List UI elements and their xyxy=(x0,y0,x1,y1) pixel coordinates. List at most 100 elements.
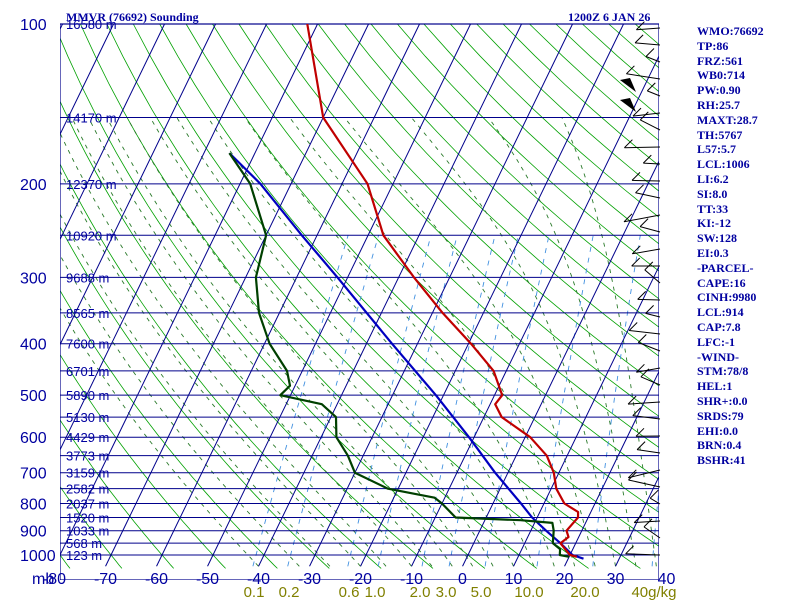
mixing-ratio-label: 2.0 xyxy=(410,584,431,600)
wind-barb-flag xyxy=(644,519,652,527)
mixing-ratio-label: 0.2 xyxy=(279,584,300,600)
index-item: L57:5.7 xyxy=(697,142,764,157)
height-label: 10920 m xyxy=(66,228,117,243)
isotherm-line xyxy=(361,24,624,566)
moist-adiabat-line xyxy=(15,118,330,567)
index-item: SHR+:0.0 xyxy=(697,394,764,409)
wind-barb-flag xyxy=(638,335,646,343)
wind-barb xyxy=(641,377,660,385)
dry-adiabat-line xyxy=(0,24,70,568)
dry-adiabat-line xyxy=(133,24,640,568)
wind-barb-flag xyxy=(626,546,634,554)
mixing-ratio-line xyxy=(652,235,690,566)
dry-adiabat-line xyxy=(0,24,226,568)
dry-adiabat-line xyxy=(0,24,277,568)
temperature-tick-label: -30 xyxy=(298,571,321,588)
pressure-tick-label: 1000 xyxy=(20,548,56,565)
height-label: 8565 m xyxy=(66,306,109,321)
isotherm-line xyxy=(0,24,63,566)
wind-barb xyxy=(640,120,660,130)
wind-barb xyxy=(637,450,660,453)
isotherm-line xyxy=(310,24,573,566)
index-item: CAP:7.8 xyxy=(697,320,764,335)
index-item: CAPE:16 xyxy=(697,276,764,291)
height-label: 9688 m xyxy=(66,270,109,285)
dry-adiabats xyxy=(0,24,800,568)
index-item: RH:25.7 xyxy=(697,98,764,113)
dry-adiabat-line xyxy=(54,24,485,568)
mixing-ratio-label: 10.0 xyxy=(514,584,543,600)
height-label: 123 m xyxy=(66,548,102,563)
index-item: FRZ:561 xyxy=(697,54,764,69)
height-label: 2582 m xyxy=(66,482,109,497)
wind-barb-flag xyxy=(646,305,654,313)
mixing-ratio-label: 40g/kg xyxy=(631,584,676,600)
index-item: SW:128 xyxy=(697,231,764,246)
skewt-chart: 100200300400500600700800900100016580 m14… xyxy=(0,0,800,600)
sounding-indices: WMO:76692 TP:86 FRZ:561 WB0:714 PW:0.90 RH:25… xyxy=(697,24,764,468)
pressure-tick-label: 800 xyxy=(20,497,47,514)
index-item: EHI:0.0 xyxy=(697,424,764,439)
index-item: SI:8.0 xyxy=(697,187,764,202)
moist-adiabat-line xyxy=(411,118,615,567)
isotherm-line xyxy=(412,24,675,566)
wind-barb-flag xyxy=(629,323,637,331)
height-label: 3159 m xyxy=(66,466,109,481)
pressure-tick-label: 500 xyxy=(20,388,47,405)
moist-adiabat-line xyxy=(208,118,534,567)
height-label: 14170 m xyxy=(66,111,117,126)
dry-adiabat-line xyxy=(1,24,381,568)
mixing-ratio-label: 20.0 xyxy=(570,584,599,600)
index-item: LCL:1006 xyxy=(697,157,764,172)
index-item: PW:0.90 xyxy=(697,83,764,98)
profiles xyxy=(229,24,583,559)
isotherm-line xyxy=(4,24,267,566)
wind-barb xyxy=(638,299,660,300)
temperature-tick-label: 30 xyxy=(607,571,625,588)
moist-adiabat-line xyxy=(562,118,656,567)
height-label: 2037 m xyxy=(66,497,109,512)
height-label: 4429 m xyxy=(66,430,109,445)
index-item: TP:86 xyxy=(697,39,764,54)
plot-frame xyxy=(60,24,659,580)
moist-adiabat-line xyxy=(150,118,493,567)
pressure-tick-label: 300 xyxy=(20,270,47,287)
index-item: LI:6.2 xyxy=(697,172,764,187)
index-item: BRN:0.4 xyxy=(697,438,764,453)
index-item: WMO:76692 xyxy=(697,24,764,39)
wind-barb-flag xyxy=(632,172,640,180)
index-item: TH:5767 xyxy=(697,128,764,143)
wind-barbs xyxy=(620,22,660,555)
wind-barb-flag xyxy=(640,219,648,227)
isotherm-line xyxy=(259,24,522,566)
index-item: SRDS:79 xyxy=(697,409,764,424)
wind-barb-flag xyxy=(634,515,642,523)
wind-barb xyxy=(647,91,660,96)
mixing-ratio-label: 1.0 xyxy=(365,584,386,600)
wind-barb xyxy=(624,147,660,148)
wind-barb xyxy=(636,193,661,198)
height-label: 5130 m xyxy=(66,410,109,425)
index-item: STM:78/8 xyxy=(697,364,764,379)
parcel-trace xyxy=(229,153,583,559)
height-label: 5890 m xyxy=(66,388,109,403)
pressure-tick-label: 400 xyxy=(20,337,47,354)
wind-barb xyxy=(646,313,660,317)
mixing-ratio-label: 0.6 xyxy=(339,584,360,600)
wind-barb-flag xyxy=(637,442,645,450)
moist-adiabat-line xyxy=(127,118,473,567)
dry-adiabat-line xyxy=(80,24,536,568)
index-item: MAXT:28.7 xyxy=(697,113,764,128)
pressure-tick-label: 600 xyxy=(20,430,47,447)
wind-barb-flag xyxy=(632,258,640,266)
sounding-time: 1200Z 6 JAN 26 xyxy=(568,10,650,24)
pressure-tick-label: 200 xyxy=(20,177,47,194)
index-item: -PARCEL- xyxy=(697,261,764,276)
index-item: LFC:-1 xyxy=(697,335,764,350)
temperature-tick-label: 0 xyxy=(458,571,467,588)
grid xyxy=(0,24,800,580)
index-item: HEL:1 xyxy=(697,379,764,394)
index-item: CINH:9980 xyxy=(697,290,764,305)
dry-adiabat-line xyxy=(160,24,693,568)
mixing-ratio-line xyxy=(537,235,593,566)
